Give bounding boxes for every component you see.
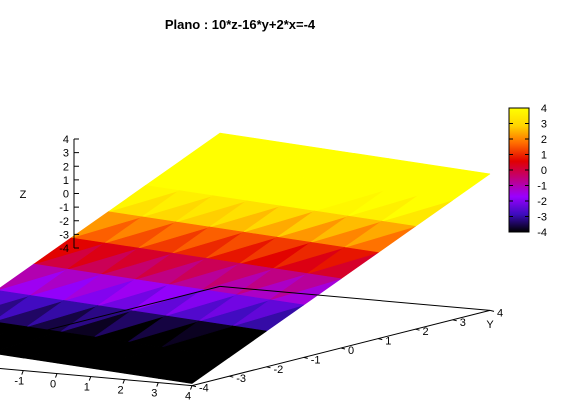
y-axis-label: Y — [486, 319, 494, 331]
z-tick-label: -4 — [59, 243, 69, 255]
y-tick-mark — [304, 357, 308, 358]
x-tick-label: 1 — [84, 382, 90, 394]
z-tick-label: -3 — [59, 229, 69, 241]
colorbar-tick-label: -1 — [537, 181, 547, 193]
colorbar-tick-label: -3 — [537, 212, 547, 224]
colorbar-tick-label: 4 — [541, 103, 547, 115]
y-tick-label: -4 — [199, 383, 209, 395]
colorbar: -4 -3 -2 -1 0 1 2 3 4 — [509, 103, 547, 239]
x-axis-label: X — [166, 346, 174, 358]
y-tick-mark — [453, 320, 457, 321]
colorbar-tick-label: 3 — [541, 119, 547, 131]
z-tick-label: -2 — [59, 216, 69, 228]
x-tick-mark — [157, 383, 159, 387]
x-tick-label: 4 — [185, 391, 191, 403]
z-tick-label: -1 — [59, 202, 69, 214]
y-tick-mark — [416, 329, 420, 330]
y-tick-label: 3 — [460, 317, 466, 329]
x-tick-label: 2 — [117, 385, 123, 397]
y-tick-label: -3 — [236, 373, 246, 385]
y-tick-label: -1 — [311, 354, 321, 366]
y-tick-mark — [229, 376, 233, 377]
y-tick-mark — [341, 348, 345, 349]
x-tick-mark — [22, 371, 24, 375]
x-tick-mark — [56, 374, 58, 378]
z-tick-label: 4 — [63, 134, 69, 146]
z-tick-label: 3 — [63, 148, 69, 160]
y-tick-label: 2 — [423, 326, 429, 338]
y-tick-mark — [267, 367, 271, 368]
z-tick-label: 2 — [63, 161, 69, 173]
colorbar-tick-label: 1 — [541, 150, 547, 162]
y-tick-label: 0 — [348, 345, 354, 357]
y-tick-label: 1 — [385, 336, 391, 348]
x-tick-label: -1 — [14, 376, 24, 388]
z-tick-label: 1 — [63, 175, 69, 187]
y-tick-mark — [378, 339, 382, 340]
y-tick-mark — [490, 310, 494, 311]
colorbar-tick-label: 2 — [541, 134, 547, 146]
colorbar-tick-label: -4 — [537, 227, 547, 239]
y-tick-label: 4 — [497, 307, 503, 319]
x-tick-mark — [89, 377, 91, 381]
colorbar-tick-label: -2 — [537, 196, 547, 208]
z-axis-label: Z — [20, 189, 27, 201]
z-tick-label: 0 — [63, 189, 69, 201]
colorbar-tick-label: 0 — [541, 165, 547, 177]
x-tick-mark — [191, 386, 193, 390]
x-tick-mark — [123, 380, 125, 384]
y-tick-mark — [192, 386, 196, 387]
y-tick-label: -2 — [274, 364, 284, 376]
x-tick-label: 3 — [151, 388, 157, 400]
x-tick-label: 0 — [50, 379, 56, 391]
